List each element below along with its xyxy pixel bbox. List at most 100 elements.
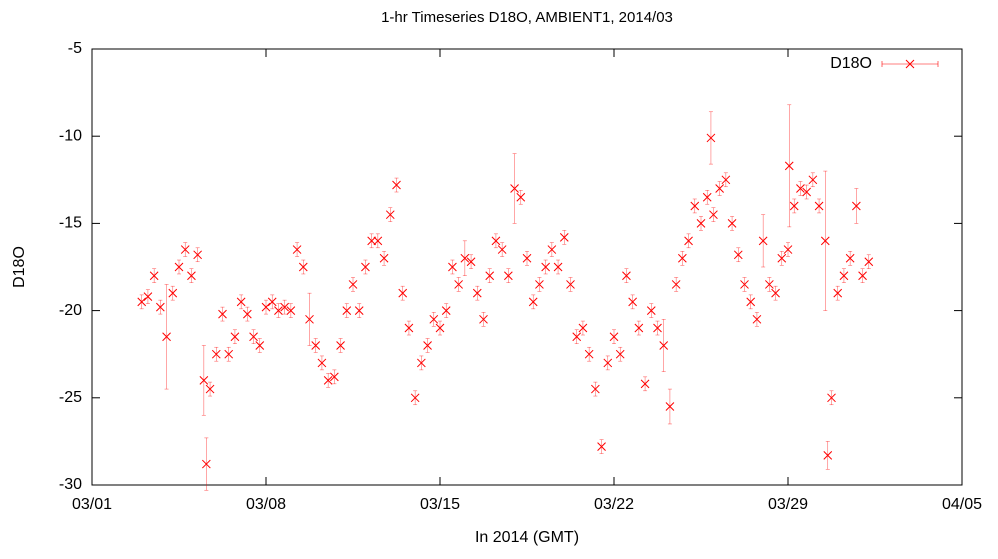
point (746, 297, 756, 307)
point (354, 306, 364, 315)
point (615, 349, 625, 359)
point (547, 245, 557, 254)
point (286, 306, 296, 315)
point (305, 314, 314, 324)
point (162, 332, 171, 342)
point (137, 297, 147, 307)
plot-frame (91, 48, 963, 486)
point (404, 323, 414, 333)
point (361, 262, 370, 272)
point (609, 332, 619, 342)
point (274, 306, 283, 315)
point (740, 280, 749, 289)
point (236, 297, 246, 307)
point (796, 184, 805, 193)
point (423, 341, 432, 350)
point (752, 314, 762, 324)
point (292, 245, 302, 254)
point (852, 201, 861, 211)
point (566, 280, 575, 289)
point (211, 349, 221, 359)
point (298, 262, 308, 272)
point (702, 192, 712, 202)
point (522, 253, 532, 263)
point (622, 271, 631, 281)
point (696, 219, 706, 228)
point (839, 271, 849, 281)
point (149, 271, 159, 281)
point (591, 384, 600, 394)
point (497, 245, 507, 254)
x-tick-label: 03/15 (420, 496, 460, 513)
point (230, 332, 240, 342)
point (833, 288, 843, 298)
point (504, 271, 513, 281)
point (472, 288, 482, 298)
point (820, 236, 830, 246)
x-tick-label: 03/29 (768, 496, 808, 513)
point (180, 245, 190, 254)
point (454, 280, 463, 289)
x-axis-label: In 2014 (GMT) (475, 529, 579, 546)
point (765, 280, 774, 289)
point (392, 180, 401, 190)
point (311, 341, 321, 350)
point (417, 358, 426, 368)
point (261, 302, 271, 312)
point (727, 219, 737, 228)
x-tick-label: 03/22 (594, 496, 634, 513)
y-axis-label: D18O (11, 246, 28, 288)
point (671, 280, 681, 289)
point (578, 323, 588, 333)
point (491, 236, 501, 246)
point (379, 253, 389, 263)
point (706, 133, 716, 143)
point (572, 332, 582, 342)
point (460, 253, 470, 263)
point (479, 314, 488, 324)
point (280, 302, 289, 312)
point (690, 201, 700, 211)
point (659, 341, 669, 350)
point (485, 271, 495, 281)
point (410, 393, 420, 403)
point (398, 288, 408, 298)
y-tick-label: -30 (59, 476, 82, 493)
point (802, 187, 811, 197)
point (466, 257, 476, 267)
x-tick-label: 03/08 (246, 496, 286, 513)
point (827, 393, 836, 403)
point (348, 280, 358, 289)
point (201, 459, 211, 469)
point (330, 372, 339, 382)
y-tick-label: -15 (59, 215, 82, 232)
legend-marker (905, 59, 915, 69)
point (864, 257, 874, 267)
point (758, 236, 768, 246)
y-tick-label: -10 (59, 127, 82, 144)
point (628, 297, 637, 307)
point (684, 236, 693, 246)
point (267, 297, 277, 307)
point (808, 175, 818, 185)
point (559, 232, 569, 242)
y-tick-label: -25 (59, 389, 82, 406)
point (721, 175, 731, 185)
point (603, 358, 613, 368)
point (336, 341, 345, 350)
point (249, 332, 258, 342)
point (634, 323, 644, 333)
point (367, 236, 376, 246)
point (646, 306, 656, 315)
point (385, 210, 395, 220)
point (255, 341, 265, 350)
point (224, 349, 234, 359)
point (665, 402, 675, 411)
point (823, 450, 833, 460)
point (715, 184, 724, 193)
chart-title: 1-hr Timeseries D18O, AMBIENT1, 2014/03 (381, 9, 673, 26)
point (789, 201, 799, 211)
point (156, 302, 165, 312)
point (187, 271, 196, 281)
